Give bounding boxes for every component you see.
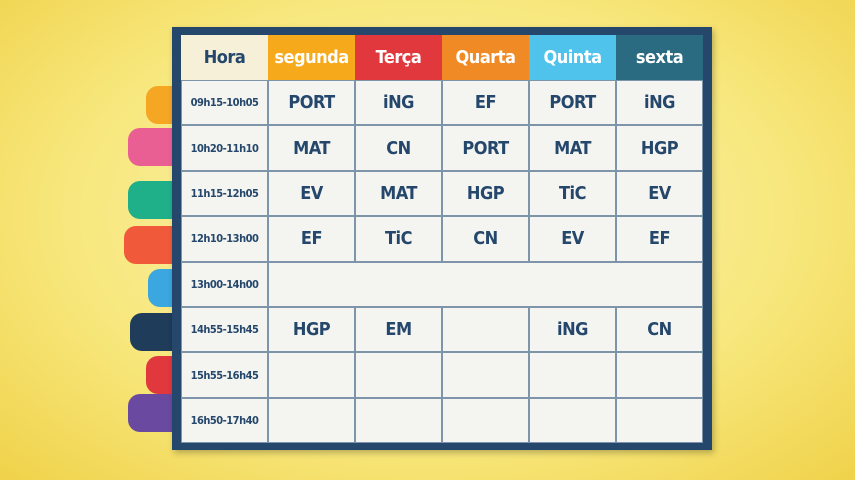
- subject-cell: PORT: [529, 80, 616, 126]
- subject-cell: iNG: [355, 80, 442, 126]
- subject-cell: MAT: [529, 125, 616, 171]
- subject-cell: [442, 352, 529, 398]
- subject-cell: EM: [355, 307, 442, 353]
- subject-cell: CN: [616, 307, 703, 353]
- subject-cell: iNG: [616, 80, 703, 126]
- time-cell: 13h00-14h00: [181, 261, 268, 307]
- time-cell: 15h55-16h45: [181, 352, 268, 398]
- subject-cell: [355, 352, 442, 398]
- subject-cell: TiC: [355, 216, 442, 262]
- subject-cell: MAT: [355, 170, 442, 217]
- subject-cell: HGP: [442, 170, 529, 217]
- time-cell: 11h15-12h05: [181, 170, 268, 217]
- header-cell: Hora: [181, 35, 268, 80]
- subject-cell: [616, 397, 703, 444]
- subject-cell: PORT: [442, 125, 529, 171]
- subject-cell: EF: [442, 80, 529, 126]
- subject-cell: EV: [616, 170, 703, 217]
- subject-cell: PORT: [268, 80, 355, 126]
- subject-cell: EV: [529, 216, 616, 262]
- subject-cell: HGP: [616, 125, 703, 171]
- time-cell: 14h55-15h45: [181, 307, 268, 353]
- subject-cell: [442, 307, 529, 353]
- subject-cell: CN: [442, 216, 529, 262]
- time-cell: 09h15-10h05: [181, 80, 268, 126]
- subject-cell: EV: [268, 170, 355, 217]
- subject-cell: MAT: [268, 125, 355, 171]
- subject-cell: EF: [616, 216, 703, 262]
- header-cell: sexta: [616, 35, 703, 80]
- header-cell: Quinta: [529, 35, 616, 80]
- subject-cell: [442, 397, 529, 444]
- subject-cell: [529, 352, 616, 398]
- subject-cell: EF: [268, 216, 355, 262]
- merged-cell: [268, 261, 703, 307]
- subject-cell: CN: [355, 125, 442, 171]
- time-cell: 12h10-13h00: [181, 216, 268, 262]
- header-cell: Terça: [355, 35, 442, 80]
- subject-cell: [355, 397, 442, 444]
- header-cell: Quarta: [442, 35, 529, 80]
- time-cell: 10h20-11h10: [181, 125, 268, 171]
- subject-cell: HGP: [268, 307, 355, 353]
- subject-cell: [268, 352, 355, 398]
- subject-cell: [529, 397, 616, 444]
- subject-cell: TiC: [529, 170, 616, 217]
- subject-cell: iNG: [529, 307, 616, 353]
- header-cell: segunda: [268, 35, 355, 80]
- subject-cell: [616, 352, 703, 398]
- time-cell: 16h50-17h40: [181, 397, 268, 444]
- timetable-board: Hora segunda Terça Quarta Quinta sexta 09h15-1…: [172, 27, 712, 450]
- subject-cell: [268, 397, 355, 444]
